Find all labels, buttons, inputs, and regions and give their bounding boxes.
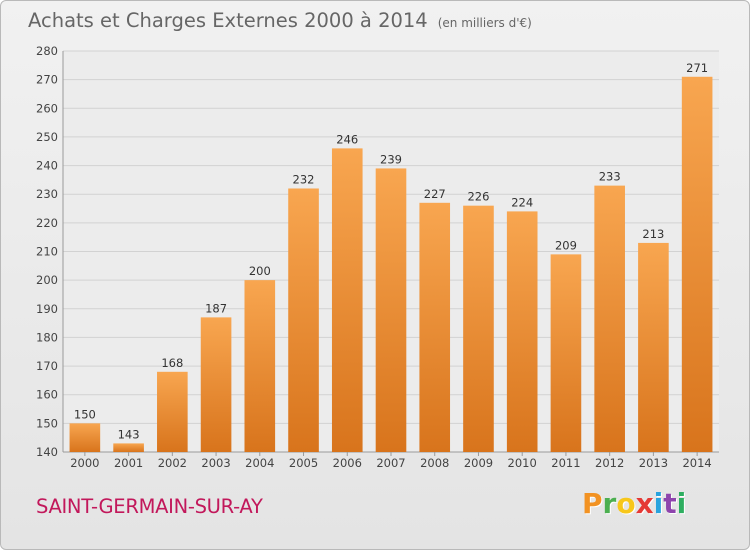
y-tick-label: 170 [36,359,58,373]
bar [681,76,713,453]
bar-value-label: 150 [74,407,96,421]
bar-value-label: 232 [293,172,315,186]
bar-value-label: 233 [599,170,621,184]
logo-letter: r [602,487,617,520]
x-tick-label: 2000 [70,456,99,470]
x-tick-label: 2009 [464,456,493,470]
x-tick-label: 2003 [201,456,230,470]
bar-value-label: 239 [380,152,402,166]
logo-letter: i [676,487,687,520]
x-tick-label: 2005 [289,456,318,470]
y-tick-label: 160 [36,388,58,402]
y-tick-label: 250 [36,130,58,144]
place-name: SAINT-GERMAIN-SUR-AY [36,495,263,518]
y-tick-label: 230 [36,187,58,201]
logo-letter: i [653,487,664,520]
bar [419,202,451,452]
logo-letter: t [663,487,677,520]
x-tick-label: 2008 [420,456,449,470]
bar [638,242,669,452]
y-tick-label: 200 [36,273,58,287]
x-tick-label: 2007 [376,456,405,470]
x-tick-label: 2001 [114,456,143,470]
logo-letter: P [582,487,603,520]
bar-value-label: 224 [511,195,533,209]
bar-value-label: 246 [336,132,358,146]
x-tick-label: 2006 [333,456,362,470]
bar [550,254,582,452]
logo-letter: x [635,487,654,520]
bar-value-label: 227 [424,187,446,201]
y-tick-label: 150 [36,416,58,430]
y-tick-label: 270 [36,73,58,87]
y-tick-label: 210 [36,245,58,259]
bar [157,371,188,452]
y-tick-label: 220 [36,216,58,230]
logo-letter: o [616,487,636,520]
bar-value-label: 271 [686,61,708,75]
bar-value-label: 187 [205,301,227,315]
x-tick-label: 2013 [639,456,668,470]
chart-title: Achats et Charges Externes 2000 à 2014 (e… [28,9,532,32]
bar [113,443,144,452]
x-tick-label: 2002 [158,456,187,470]
y-tick-label: 280 [36,44,58,58]
bar-value-label: 168 [161,356,183,370]
x-tick-label: 2014 [682,456,711,470]
bar-value-label: 143 [118,427,140,441]
x-tick-label: 2011 [551,456,580,470]
bar [506,211,538,452]
chart-unit: (en milliers d'€) [437,16,532,30]
y-tick-label: 190 [36,302,58,316]
bar [463,205,494,452]
bar [69,423,101,452]
y-tick-label: 240 [36,159,58,173]
bar [594,185,625,452]
bar-value-label: 213 [642,227,664,241]
bar [331,148,363,452]
bar-value-label: 200 [249,264,271,278]
bar [244,280,276,452]
chart-title-text: Achats et Charges Externes 2000 à 2014 [28,9,428,32]
y-tick-label: 140 [36,445,58,459]
x-tick-label: 2010 [508,456,537,470]
bar [288,188,319,452]
bar [375,168,407,452]
bar-value-label: 226 [467,190,489,204]
y-tick-label: 180 [36,330,58,344]
bar-value-label: 209 [555,238,577,252]
x-tick-label: 2012 [595,456,624,470]
y-tick-label: 260 [36,101,58,115]
proxiti-logo: Proxiti [582,487,686,520]
bar [200,317,232,452]
x-tick-label: 2004 [245,456,274,470]
